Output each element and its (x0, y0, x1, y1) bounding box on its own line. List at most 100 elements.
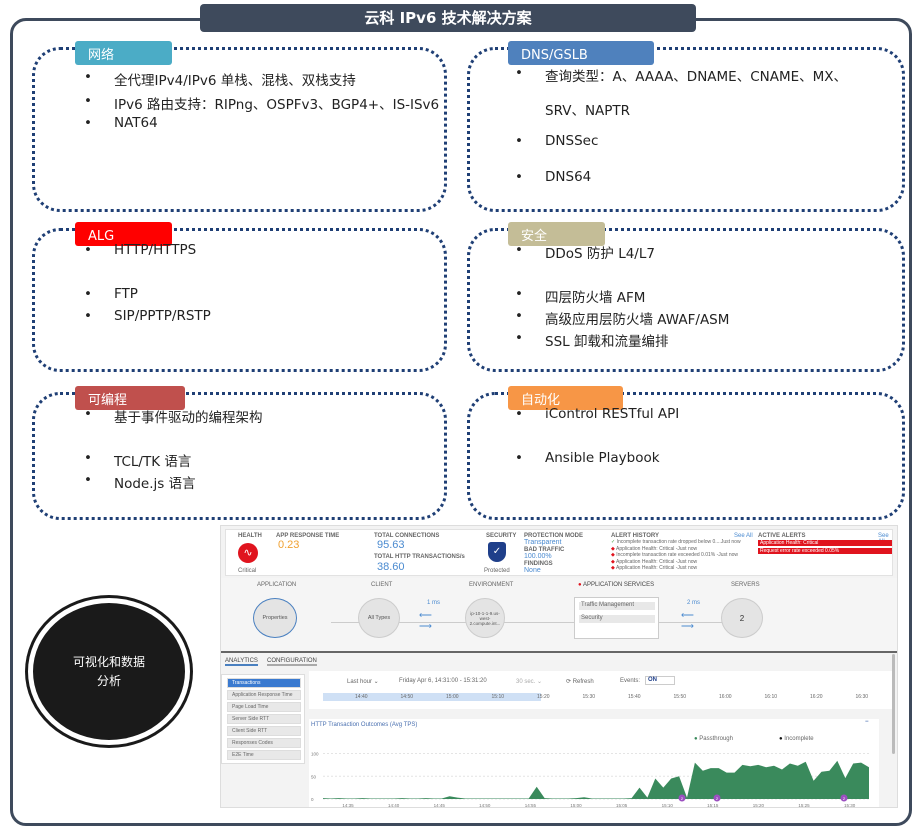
events-label: Events: (620, 678, 641, 684)
check-icon: ✓ (611, 539, 616, 545)
timeline-selection[interactable] (323, 693, 541, 701)
event-marker (713, 794, 721, 802)
y-tick-label: 100 (311, 752, 319, 757)
timeline-tick: 16:00 (719, 694, 732, 700)
x-tick-label: 15:05 (616, 803, 628, 808)
timeline-tick: 14:50 (400, 694, 414, 700)
alert-history-item[interactable]: ◆ Application Health: Critical -Just now (611, 545, 698, 552)
app-services-box: Traffic Management Security (574, 597, 659, 639)
alert-history-label: ALERT HISTORY (611, 533, 660, 539)
x-tick-label: 15:15 (707, 803, 719, 808)
service-traffic-management[interactable]: Traffic Management (579, 602, 655, 610)
event-marker (840, 794, 848, 802)
alert-icon: ◆ (611, 558, 615, 565)
list-item: Node.js 语言 (84, 472, 195, 492)
bidirectional-arrows-icon: ⟵ ⟶ (681, 610, 694, 631)
section-box (32, 47, 447, 212)
list-item: DDoS 防护 L4/L7 (515, 242, 655, 262)
alert-history-item[interactable]: ◆ Application Health: Critical -Just now (611, 558, 698, 565)
client-node[interactable]: All Types (358, 598, 400, 638)
y-tick-label: 0 (311, 797, 314, 802)
bidirectional-arrows-icon: ⟵ ⟶ (419, 610, 432, 631)
active-alert[interactable]: Application Health: Critical (758, 540, 892, 546)
list-item: 四层防火墙 AFM (515, 286, 646, 306)
section-tab: DNS/GSLB (508, 41, 654, 65)
chart-panel: HTTP Transaction Outcomes (Avg TPS) − ● … (309, 719, 879, 808)
list-item: FTP (84, 286, 138, 302)
x-tick-label: 14:55 (525, 803, 537, 808)
menu-item[interactable]: Transactions (227, 678, 301, 688)
protection-mode-value: Transparent (524, 539, 562, 546)
http-transactions-label: TOTAL HTTP TRANSACTIONS/s (374, 554, 465, 560)
servers-node[interactable]: 2 (721, 598, 763, 638)
events-toggle[interactable]: ON (645, 676, 675, 685)
analytics-menu: Transactions Application Response Time Pag… (221, 674, 305, 764)
list-item: Ansible Playbook (515, 450, 659, 466)
event-marker (678, 794, 686, 802)
list-item: IPv6 路由支持：RIPng、OSPFv3、BGP4+、IS-ISv6 (84, 93, 439, 113)
timeline-tick: 15:20 (537, 694, 550, 700)
client-latency: 1 ms (427, 600, 441, 606)
section-box (32, 228, 447, 372)
x-tick-label: 15:20 (753, 803, 765, 808)
findings-label: FINDINGS (524, 561, 553, 567)
application-heading: APPLICATION (257, 582, 297, 588)
legend-passthrough: ● Passthrough (694, 736, 733, 742)
menu-item[interactable]: Server Side RTT (227, 714, 301, 724)
list-item: SIP/PPTP/RSTP (84, 308, 211, 324)
list-item: SSL 卸载和流量编排 (515, 330, 669, 350)
interval-select[interactable]: 30 sec. ⌄ (516, 679, 543, 685)
menu-item[interactable]: E2E Time (227, 750, 301, 760)
menu-item[interactable]: Responses Codes (227, 738, 301, 748)
shield-icon: ✓ (488, 542, 506, 562)
legend-incomplete: ● Incomplete (779, 736, 814, 742)
servers-heading: SERVERS (731, 582, 760, 588)
menu-item[interactable]: Client Side RTT (227, 726, 301, 736)
section-box (467, 392, 905, 520)
tab-analytics[interactable]: ANALYTICS (225, 658, 258, 666)
alert-history-item[interactable]: ✓ Incomplete transaction rate dropped be… (611, 539, 741, 545)
health-status: Critical (238, 568, 257, 574)
section-tab: 网络 (75, 41, 172, 65)
list-item: HTTP/HTTPS (84, 242, 196, 258)
range-select[interactable]: Last hour ⌄ (347, 679, 379, 685)
list-item: 全代理IPv4/IPv6 单栈、混栈、双栈支持 (84, 69, 356, 89)
tab-configuration[interactable]: CONFIGURATION (267, 658, 317, 666)
x-tick-label: 15:10 (662, 803, 674, 808)
list-item: 基于事件驱动的编程架构 (84, 406, 262, 426)
protection-mode-label: PROTECTION MODE (524, 533, 584, 539)
x-tick-label: 15:30 (844, 803, 856, 808)
section-box (467, 47, 905, 212)
period-text: Friday Apr 6, 14:31:00 - 15:31:20 (399, 678, 487, 684)
section-box (467, 228, 905, 372)
bad-traffic-value: 100.00% (524, 553, 552, 560)
x-tick-label: 14:45 (434, 803, 446, 808)
alert-history-see-all[interactable]: See All (734, 533, 753, 539)
timeline-tick: 15:00 (446, 694, 459, 700)
menu-item[interactable]: Page Load Time (227, 702, 301, 712)
client-heading: CLIENT (371, 582, 393, 588)
list-item: DNSSec (515, 133, 599, 149)
active-alert[interactable]: Request error rate exceeded 0.05% (758, 548, 892, 554)
timeline-tick: 15:40 (628, 694, 641, 700)
menu-item[interactable]: Application Response Time (227, 690, 301, 700)
x-tick-label: 14:35 (342, 803, 354, 808)
alert-history-item[interactable]: ◆ Incomplete transaction rate exceeded 0… (611, 552, 738, 558)
service-security[interactable]: Security (579, 615, 655, 623)
timeline-tick: 15:30 (582, 694, 596, 700)
environment-node[interactable]: ip-10-1-1-9.us-west-2.compute.int... (465, 598, 505, 638)
connections-label: TOTAL CONNECTIONS (374, 533, 440, 539)
circle-label: 可视化和数据分析 (72, 654, 145, 688)
list-item: SRV、NAPTR (545, 103, 631, 119)
timeline-tick: 16:10 (764, 694, 778, 700)
metrics-bar: HEALTH ∿ Critical APP RESPONSE TIME 0.23… (225, 529, 893, 576)
health-label: HEALTH (238, 533, 262, 539)
alert-history-item[interactable]: ◆ Application Health: Critical -Just now (611, 565, 698, 571)
properties-node[interactable]: Properties (253, 598, 297, 638)
bad-traffic-label: BAD TRAFFIC (524, 547, 565, 553)
collapse-icon[interactable]: − (865, 719, 869, 725)
app-response-value: 0.23 (278, 539, 300, 551)
scrollbar[interactable] (892, 654, 895, 754)
refresh-button[interactable]: ⟳ Refresh (566, 679, 594, 685)
health-critical-icon: ∿ (238, 543, 258, 563)
